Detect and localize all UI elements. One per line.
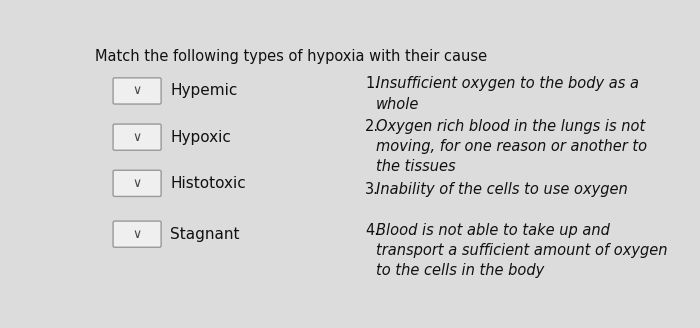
FancyBboxPatch shape <box>113 221 161 247</box>
Text: Histotoxic: Histotoxic <box>170 176 246 191</box>
Text: ∨: ∨ <box>132 228 141 241</box>
Text: Hypoxic: Hypoxic <box>170 130 231 145</box>
FancyBboxPatch shape <box>113 124 161 150</box>
Text: Match the following types of hypoxia with their cause: Match the following types of hypoxia wit… <box>95 50 487 64</box>
Text: 2.: 2. <box>365 119 379 134</box>
Text: Hypemic: Hypemic <box>170 83 238 98</box>
Text: 3.: 3. <box>365 182 379 197</box>
Text: 1.: 1. <box>365 76 379 91</box>
FancyBboxPatch shape <box>113 170 161 196</box>
Text: ∨: ∨ <box>132 177 141 190</box>
Text: Insufficient oxygen to the body as a
whole: Insufficient oxygen to the body as a who… <box>376 76 639 112</box>
Text: ∨: ∨ <box>132 84 141 97</box>
Text: Inability of the cells to use oxygen: Inability of the cells to use oxygen <box>376 182 627 197</box>
Text: 4.: 4. <box>365 223 379 237</box>
Text: Blood is not able to take up and
transport a sufficient amount of oxygen
to the : Blood is not able to take up and transpo… <box>376 223 667 278</box>
Text: ∨: ∨ <box>132 131 141 144</box>
Text: Stagnant: Stagnant <box>170 227 240 242</box>
FancyBboxPatch shape <box>113 78 161 104</box>
Text: Oxygen rich blood in the lungs is not
moving, for one reason or another to
the t: Oxygen rich blood in the lungs is not mo… <box>376 119 647 174</box>
